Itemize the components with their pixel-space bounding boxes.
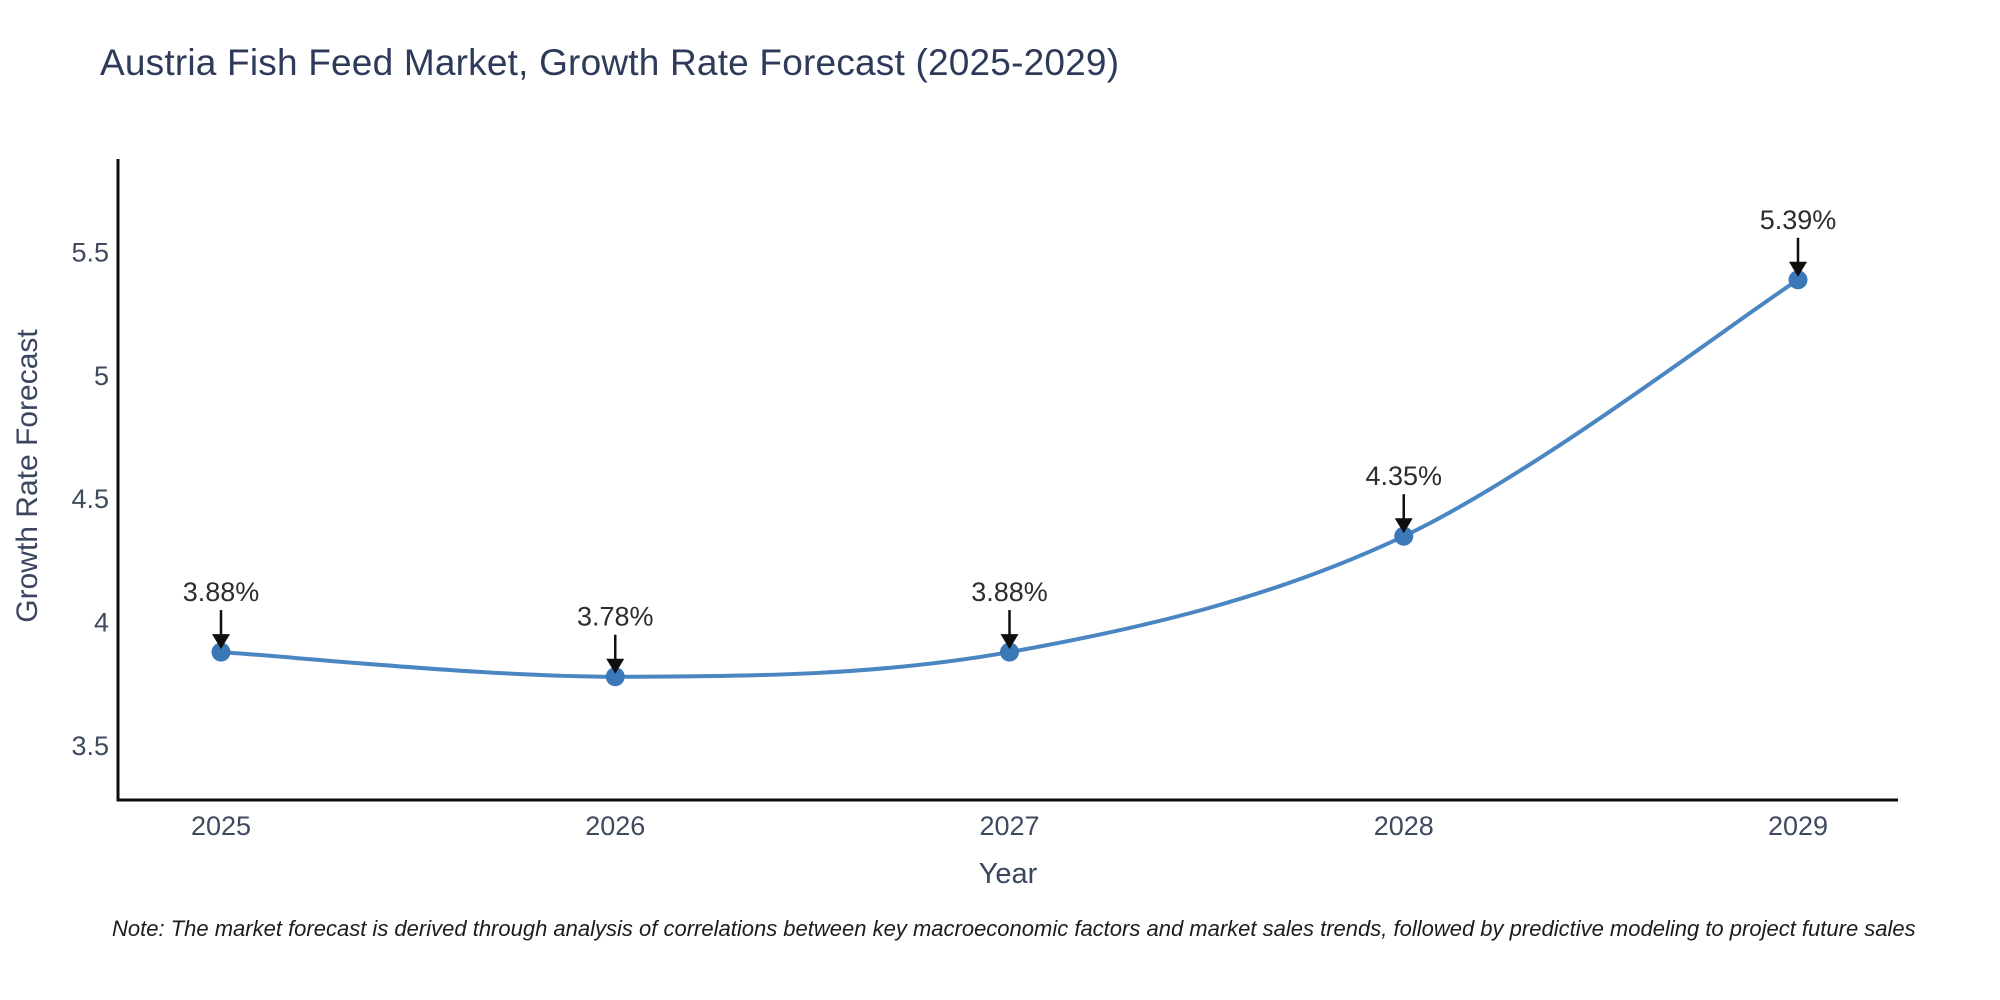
trend-line bbox=[219, 277, 1800, 679]
data-point-label: 5.39% bbox=[1760, 205, 1837, 235]
data-point-marker bbox=[1788, 270, 1808, 290]
data-point-marker bbox=[1394, 526, 1414, 546]
x-tick-label: 2026 bbox=[585, 811, 645, 841]
y-tick-label: 3.5 bbox=[71, 731, 109, 761]
annotation-arrowhead bbox=[1394, 518, 1413, 534]
x-tick-label: 2028 bbox=[1374, 811, 1434, 841]
x-tick-label: 2029 bbox=[1768, 811, 1828, 841]
data-point-marker bbox=[211, 642, 231, 662]
y-tick-label: 4 bbox=[94, 607, 109, 637]
annotation-arrowhead bbox=[606, 658, 625, 674]
y-tick-label: 4.5 bbox=[71, 484, 109, 514]
y-tick-label: 5.5 bbox=[71, 238, 109, 268]
data-point-label: 3.88% bbox=[971, 577, 1048, 607]
data-point-marker bbox=[1000, 642, 1019, 662]
x-tick-label: 2025 bbox=[191, 811, 251, 841]
annotation-arrowhead bbox=[1000, 634, 1019, 650]
annotation-arrowhead bbox=[1789, 261, 1807, 277]
chart-title: Austria Fish Feed Market, Growth Rate Fo… bbox=[100, 42, 1120, 83]
data-point-label: 3.88% bbox=[183, 577, 260, 607]
data-point-label: 4.35% bbox=[1365, 461, 1442, 491]
annotation-arrowhead bbox=[212, 634, 230, 650]
chart-footnote: Note: The market forecast is derived thr… bbox=[112, 916, 1916, 941]
x-tick-label: 2027 bbox=[979, 811, 1039, 841]
y-tick-label: 5 bbox=[94, 361, 109, 391]
data-point-marker bbox=[605, 667, 625, 687]
data-point-label: 3.78% bbox=[577, 602, 654, 632]
x-axis-title: Year bbox=[978, 858, 1038, 890]
